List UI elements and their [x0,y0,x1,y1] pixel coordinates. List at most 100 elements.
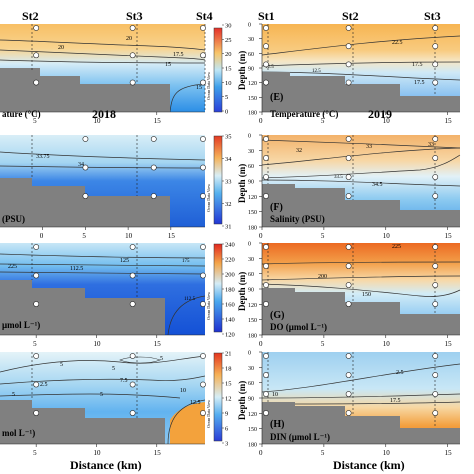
panel-do-2018: 125 112.5 225 175 112.5 Ocean Data View … [0,243,223,336]
contour-label: 2.5 [40,382,48,388]
y-tick-label: 120 [248,195,257,201]
y-axis-label: Depth (m) [237,272,247,311]
x-tick-label: 10 [93,340,101,348]
seafloor [0,280,165,335]
station-label: St4 [196,9,213,23]
contour-label: 175 [182,259,190,264]
station-marker [200,353,206,359]
seafloor [0,68,170,112]
station-marker [263,193,269,199]
colorbar-tick-label: 0 [225,109,228,116]
y-axis-label: Depth (m) [237,51,247,90]
variable-label: DO (μmol L⁻¹) [270,322,327,332]
contour-label: 125 [120,258,129,264]
colorbar-tick-label: 9 [225,411,228,418]
station-marker [263,43,269,50]
station-marker [345,61,352,68]
station-marker [33,244,40,250]
station-marker [200,79,206,86]
station-marker [432,372,439,378]
contour-line [0,59,206,64]
contour-line [0,39,206,51]
colorbar-tick-label: 15 [225,381,232,388]
y-tick-label: 90 [248,288,254,294]
station-marker [432,193,439,199]
x-tick-label: 15 [445,117,453,125]
contour-line [261,147,461,166]
x-tick-label: 15 [445,340,453,348]
contour-label: 33 [366,144,372,150]
station-marker [263,79,269,86]
station-marker [33,52,40,59]
variable-label: Salinity (PSU) [270,214,325,224]
station-marker [200,193,206,199]
station-marker [263,61,269,68]
colorbar-tick-label: 20 [225,51,232,58]
station-marker [200,52,206,59]
colorbar-side-label: Ocean Data View [206,292,211,320]
station-marker [345,244,352,250]
station-marker [263,174,269,180]
x-tick-label: 10 [93,117,101,125]
contour-line [261,275,461,281]
contour-label: 7.5 [120,378,128,384]
colorbar-tick-label: 34 [225,156,232,163]
station-marker [33,410,40,416]
colorbar-tick-label: 200 [225,272,235,279]
x-axis-label-right: Distance (km) [333,458,405,472]
panel-letter: (E) [270,92,283,103]
station-marker [345,282,352,288]
colorbar-tick-label: 10 [225,80,232,87]
year-label-2019: 2019 [368,107,392,121]
station-marker [345,263,352,269]
station-marker [200,244,206,250]
panel-letter: (H) [270,419,284,430]
station-marker [129,272,136,279]
panel-letter: (G) [270,310,284,321]
x-tick-label: 10 [125,232,133,240]
y-tick-label: 0 [248,23,251,29]
x-tick-label: 0 [40,232,44,240]
station-marker [432,79,439,86]
seafloor [0,178,170,227]
x-tick-label: 0 [259,449,263,457]
station-marker [432,43,439,50]
station-marker [200,410,206,416]
y-tick-label: 150 [248,318,257,324]
contour-label: 17.5 [173,52,184,58]
variable-label: ature (°C) [2,109,41,119]
station-marker [345,391,352,397]
contour-label: 225 [8,264,17,270]
x-tick-label: 15 [445,232,453,240]
colorbar-tick-label: 160 [225,302,235,309]
contour-line [261,139,461,149]
colorbar-tick-label: 31 [225,224,232,231]
panel-salinity-2019: 32 33 33 33.5 34.5 (F) Salinity (PSU) [261,135,461,227]
contour-line [167,295,206,336]
contour-line [0,355,206,373]
colorbar-tick-label: 21 [225,351,232,358]
station-marker [345,301,352,307]
contour-label: 2.5 [396,370,404,376]
variable-label: (PSU) [2,214,25,224]
x-tick-label: 5 [321,340,325,348]
station-marker [263,301,269,307]
station-marker [263,25,269,31]
y-tick-label: 60 [248,272,254,278]
contour-label: 33 [428,142,434,148]
contour-label: 34 [78,162,84,168]
x-axis-label-left: Distance (km) [70,458,142,472]
x-tick-label: 10 [93,449,101,457]
contour-label: 33.75 [36,154,50,160]
y-tick-label: 150 [248,96,257,102]
variable-label: Temperature (°C) [270,109,338,119]
contour-label: 112.5 [184,297,196,302]
y-tick-label: 150 [248,210,257,216]
contour-line [0,263,206,267]
station-marker [263,353,269,359]
panel-din-2019: 2.5 10 17.5 (H) DIN (μmol L⁻¹) [261,352,461,444]
station-label: St3 [424,9,441,23]
station-label: St2 [22,9,39,23]
